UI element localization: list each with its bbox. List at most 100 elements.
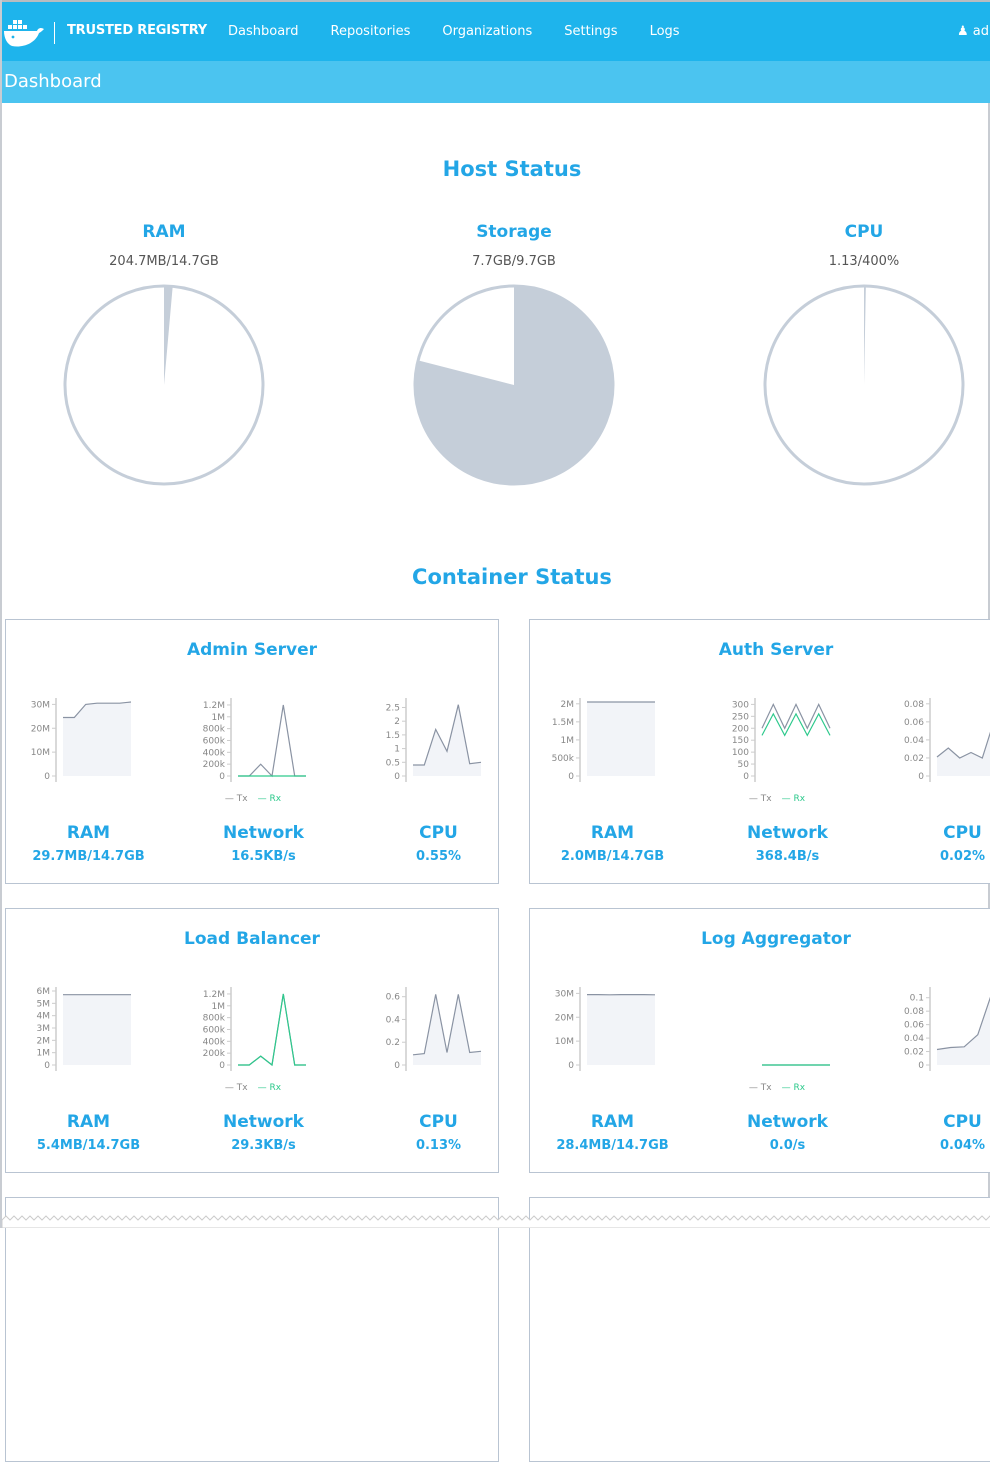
y-tick-label: 0.1 xyxy=(910,994,924,1004)
y-tick-label: 0.5 xyxy=(386,758,400,768)
y-tick-label: 0.08 xyxy=(904,1007,924,1017)
pie-chart xyxy=(62,283,266,487)
cpu-sparkline: 00.511.522.5 xyxy=(376,698,496,782)
y-tick-label: 800k xyxy=(203,1014,226,1024)
legend-tx: — Tx xyxy=(749,1083,772,1093)
legend-rx-label: Rx xyxy=(269,794,281,804)
stat-value: 28.4MB/14.7GB xyxy=(530,1138,695,1153)
area-fill xyxy=(587,995,655,1065)
page-title: Dashboard xyxy=(2,61,990,103)
cpu-sparkline: 00.20.40.6 xyxy=(376,987,496,1071)
container-name[interactable]: Load Balancer xyxy=(6,929,498,949)
y-tick-label: 1.2M xyxy=(203,990,225,1000)
y-tick-label: 0 xyxy=(219,772,225,782)
y-tick-label: 250 xyxy=(732,712,749,722)
y-tick-label: 0 xyxy=(568,772,574,782)
y-tick-label: 400k xyxy=(203,748,226,758)
brand-name[interactable]: TRUSTED REGISTRY xyxy=(67,23,207,38)
rx-line xyxy=(762,714,830,736)
stat-value: 16.5KB/s xyxy=(181,849,346,864)
y-tick-label: 1.5M xyxy=(552,718,574,728)
y-tick-label: 1.5 xyxy=(386,731,400,741)
legend-rx-label: Rx xyxy=(793,1083,805,1093)
legend-rx-label: Rx xyxy=(269,1083,281,1093)
y-tick-label: 20M xyxy=(555,1013,574,1023)
user-menu[interactable]: ♟ adr xyxy=(957,24,990,39)
stat-label: Network xyxy=(705,823,870,843)
y-tick-label: 4M xyxy=(37,1012,51,1022)
legend-tx-label: Tx xyxy=(761,794,772,804)
network-legend: — Tx — Rx xyxy=(530,1083,990,1093)
y-tick-label: 0.02 xyxy=(904,1048,924,1058)
y-tick-label: 200 xyxy=(732,724,749,734)
cpu-sparkline: 00.020.040.060.080.1 xyxy=(900,987,990,1071)
y-tick-label: 10M xyxy=(555,1037,574,1047)
area-fill xyxy=(937,717,990,776)
top-navbar: TRUSTED REGISTRY Dashboard Repositories … xyxy=(2,0,990,61)
host-metric-label: Storage xyxy=(364,222,664,242)
y-tick-label: 2 xyxy=(394,717,400,727)
nav-logs[interactable]: Logs xyxy=(650,24,680,39)
y-tick-label: 1M xyxy=(212,713,226,723)
legend-tx: — Tx xyxy=(225,794,248,804)
y-tick-label: 100 xyxy=(732,748,749,758)
tx-line xyxy=(413,994,481,1054)
stat-label: CPU xyxy=(356,1112,521,1132)
stat-value: 29.3KB/s xyxy=(181,1138,346,1153)
container-name[interactable]: Admin Server xyxy=(6,640,498,660)
network-sparkline xyxy=(725,987,845,1071)
stat-value: 0.55% xyxy=(356,849,521,864)
y-tick-label: 600k xyxy=(203,736,226,746)
area-fill xyxy=(63,702,131,776)
y-tick-label: 600k xyxy=(203,1025,226,1035)
nav-repositories[interactable]: Repositories xyxy=(331,24,411,39)
y-tick-label: 0 xyxy=(44,772,50,782)
container-name[interactable]: Log Aggregator xyxy=(530,929,990,949)
stat-value: 29.7MB/14.7GB xyxy=(6,849,171,864)
y-tick-label: 1.2M xyxy=(203,701,225,711)
y-tick-label: 0 xyxy=(743,772,749,782)
legend-tx-label: Tx xyxy=(237,794,248,804)
y-tick-label: 0.08 xyxy=(904,700,924,710)
area-fill xyxy=(413,994,481,1065)
nav-organizations[interactable]: Organizations xyxy=(442,24,532,39)
y-tick-label: 50 xyxy=(738,760,750,770)
y-tick-label: 0.4 xyxy=(386,1015,401,1025)
y-tick-label: 0 xyxy=(44,1061,50,1071)
legend-tx: — Tx xyxy=(225,1083,248,1093)
y-tick-label: 30M xyxy=(555,989,574,999)
stat-value: 0.02% xyxy=(880,849,990,864)
stat-value: 0.0/s xyxy=(705,1138,870,1153)
y-tick-label: 2M xyxy=(561,700,575,710)
y-tick-label: 5M xyxy=(37,999,51,1009)
nav-settings[interactable]: Settings xyxy=(564,24,617,39)
docker-whale-logo[interactable] xyxy=(4,16,46,48)
y-tick-label: 0.04 xyxy=(904,736,924,746)
y-tick-label: 500k xyxy=(552,754,575,764)
nav-dashboard[interactable]: Dashboard xyxy=(228,24,299,39)
cpu-sparkline: 00.020.040.060.08 xyxy=(900,698,990,782)
legend-rx: — Rx xyxy=(782,1083,805,1093)
y-tick-label: 3M xyxy=(37,1024,51,1034)
container-name[interactable]: Auth Server xyxy=(530,640,990,660)
area-fill xyxy=(63,995,131,1065)
legend-rx: — Rx xyxy=(258,794,281,804)
stat-value: 0.04% xyxy=(880,1138,990,1153)
host-metric-value: 1.13/400% xyxy=(714,254,990,269)
y-tick-label: 800k xyxy=(203,725,226,735)
